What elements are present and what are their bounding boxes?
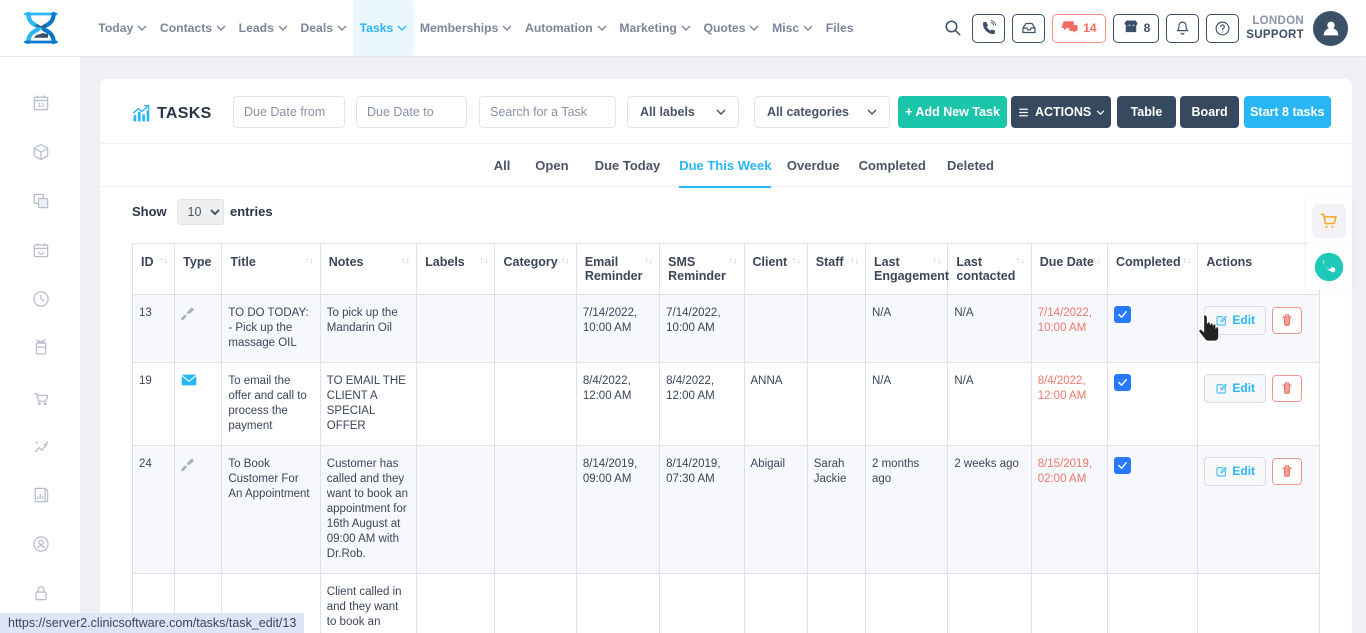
svg-text:12: 12 xyxy=(37,103,43,109)
